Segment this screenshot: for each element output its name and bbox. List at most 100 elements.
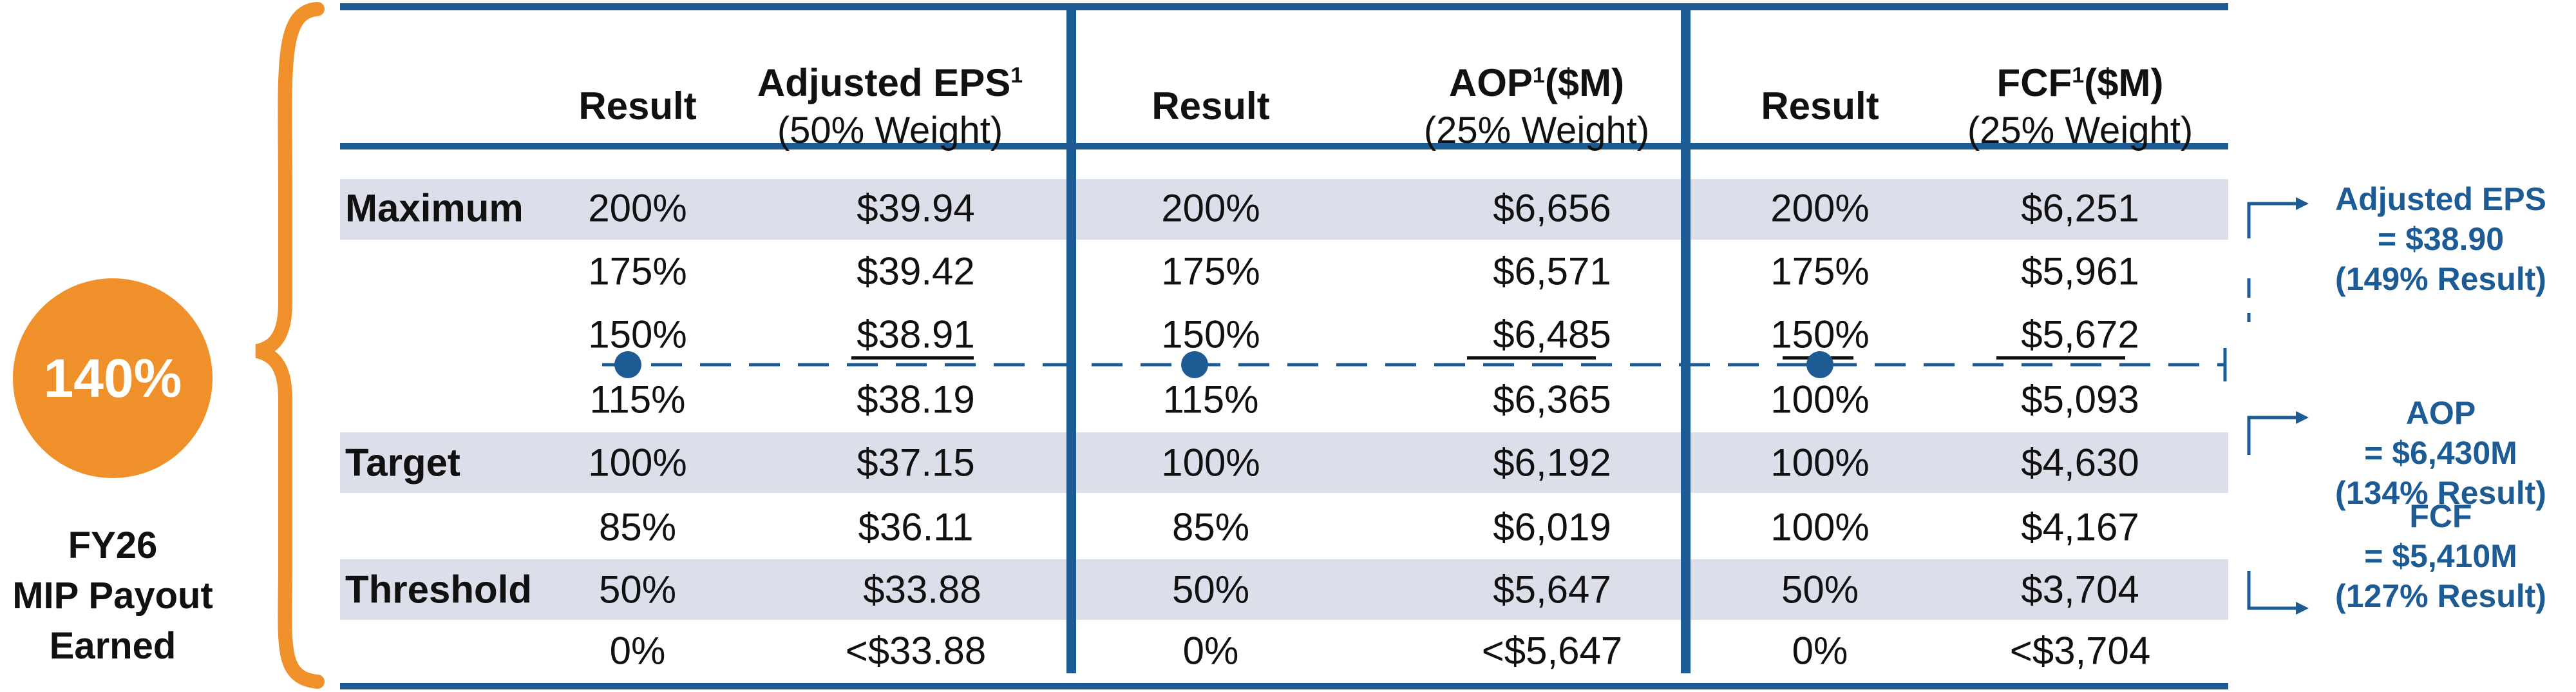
payout-percent: 140%: [43, 347, 182, 408]
table-cell-aop-result: 50%: [1171, 568, 1250, 611]
header-fcf: FCF1($M) (25% Weight): [1967, 50, 2193, 153]
annotation-line: Adjusted EPS: [2335, 181, 2546, 217]
aop-fcf-separator: [1681, 3, 1690, 673]
payout-caption-line: Earned: [49, 625, 176, 667]
payout-caption-line: FY26: [68, 524, 158, 566]
table-cell-eps-result: 175%: [588, 249, 687, 293]
eps-value-underline: [851, 356, 974, 360]
annotation-line: AOP: [2405, 395, 2476, 431]
table-bottom-rule: [340, 683, 2228, 689]
annotation-aop: AOP = $6,430M (134% Result): [2312, 393, 2570, 513]
table-cell-aop-result: 100%: [1161, 441, 1260, 485]
table-cell-aop-value: $5,647: [1493, 568, 1611, 611]
header-fcf-weight: (25% Weight): [1967, 110, 2193, 151]
table-cell-fcf-value: $5,672: [2021, 312, 2139, 356]
row-label-threshold: Threshold: [345, 568, 533, 611]
header-eps-weight: (50% Weight): [777, 110, 1003, 151]
table-cell-aop-value: <$5,647: [1481, 629, 1623, 673]
row-band-target: [340, 432, 2228, 493]
table-cell-fcf-result: 50%: [1781, 568, 1859, 611]
table-cell-fcf-result: 100%: [1770, 378, 1870, 421]
table-cell-fcf-value: $3,704: [2021, 568, 2139, 611]
table-cell-eps-value: $39.94: [857, 186, 975, 230]
table-cell-aop-result: 175%: [1161, 249, 1260, 293]
annotation-line: (149% Result): [2335, 261, 2546, 297]
header-result-label: Result: [1761, 84, 1879, 128]
payout-caption-line: MIP Payout: [12, 575, 213, 617]
aop-value-underline: [1467, 356, 1596, 360]
aop-unit: ($M): [1544, 61, 1625, 104]
payout-percent-badge: 140%: [13, 278, 213, 478]
header-result-label: Result: [578, 84, 697, 128]
header-eps-result: Result: [578, 81, 696, 131]
table-cell-fcf-value: $4,167: [2021, 505, 2139, 549]
table-cell-fcf-result: 150%: [1770, 312, 1870, 356]
annotation-line: FCF: [2409, 498, 2472, 534]
header-aop-result: Result: [1151, 81, 1269, 131]
table-cell-aop-result: 85%: [1171, 505, 1250, 549]
aop-connector-arrow-icon: [2247, 416, 2296, 455]
row-band-maximum: [340, 179, 2228, 240]
table-cell-fcf-value: $5,093: [2021, 378, 2139, 421]
row-label-maximum: Maximum: [345, 186, 524, 230]
table-cell-fcf-result: 200%: [1770, 186, 1870, 230]
table-cell-fcf-result: 175%: [1770, 249, 1870, 293]
aop-arrowhead-icon: [2296, 411, 2309, 424]
table-cell-aop-value: $6,365: [1493, 378, 1611, 421]
fcf-arrowhead-icon: [2296, 602, 2309, 615]
table-cell-aop-result: 115%: [1162, 378, 1259, 421]
annotation-line: (134% Result): [2335, 475, 2546, 511]
payout-caption: FY26 MIP Payout Earned: [0, 521, 225, 671]
fcf-result-marker: [1806, 351, 1833, 378]
annotation-eps: Adjusted EPS = $38.90 (149% Result): [2312, 179, 2570, 299]
table-top-rule: [340, 3, 2228, 10]
header-aop: AOP1($M) (25% Weight): [1424, 50, 1649, 153]
table-cell-fcf-value: $6,251: [2021, 186, 2139, 230]
annotation-line: = $38.90: [2377, 221, 2505, 257]
eps-arrowhead-icon: [2296, 197, 2309, 210]
table-cell-aop-result: 200%: [1161, 186, 1260, 230]
eps-aop-separator: [1066, 3, 1076, 673]
header-eps-title: Adjusted EPS1: [757, 50, 1023, 108]
table-cell-eps-result: 150%: [588, 312, 687, 356]
eps-result-marker: [614, 351, 641, 378]
row-label-target: Target: [345, 441, 460, 485]
annotation-line: = $6,430M: [2364, 435, 2517, 471]
table-cell-eps-result: 115%: [589, 378, 686, 421]
table-cell-eps-value: $38.91: [857, 312, 975, 356]
header-aop-weight: (25% Weight): [1423, 110, 1650, 151]
annotation-fcf: FCF = $5,410M (127% Result): [2312, 496, 2570, 616]
table-cell-fcf-value: $4,630: [2021, 441, 2139, 485]
table-cell-fcf-result: 0%: [1792, 629, 1848, 673]
header-rule: [340, 143, 2228, 149]
aop-footnote-mark: 1: [1532, 63, 1545, 88]
annotation-line: (127% Result): [2335, 578, 2546, 614]
table-cell-fcf-value: <$3,704: [2009, 629, 2151, 673]
header-fcf-result: Result: [1761, 81, 1879, 131]
eps-footnote-mark: 1: [1010, 63, 1023, 88]
curly-brace-icon: [255, 2, 325, 689]
table-cell-aop-value: $6,656: [1493, 186, 1611, 230]
fcf-title-text: FCF: [1996, 61, 2072, 104]
table-cell-eps-value: $38.19: [857, 378, 975, 421]
table-cell-eps-value: $39.42: [857, 249, 975, 293]
table-cell-eps-result: 200%: [588, 186, 687, 230]
table-cell-aop-value: $6,485: [1493, 312, 1611, 356]
annotation-line: = $5,410M: [2364, 538, 2517, 574]
table-cell-fcf-result: 100%: [1770, 505, 1870, 549]
fcf-unit: ($M): [2084, 61, 2164, 104]
table-cell-eps-value: $33.88: [863, 568, 981, 611]
header-eps: Adjusted EPS1 (50% Weight): [757, 50, 1023, 153]
eps-title-text: Adjusted EPS: [757, 61, 1011, 104]
table-cell-aop-value: $6,571: [1493, 249, 1611, 293]
table-cell-eps-result: 100%: [588, 441, 687, 485]
aop-result-marker: [1181, 351, 1208, 378]
table-cell-eps-value: $36.11: [858, 505, 974, 549]
eps-connector-arrow-icon: [2247, 202, 2296, 238]
fcf-footnote-mark: 1: [2072, 63, 2085, 88]
table-cell-fcf-value: $5,961: [2021, 249, 2139, 293]
table-cell-aop-value: $6,192: [1493, 441, 1611, 485]
aop-title-text: AOP: [1448, 61, 1533, 104]
table-cell-eps-result: 0%: [609, 629, 666, 673]
header-aop-title: AOP1($M): [1424, 50, 1649, 108]
